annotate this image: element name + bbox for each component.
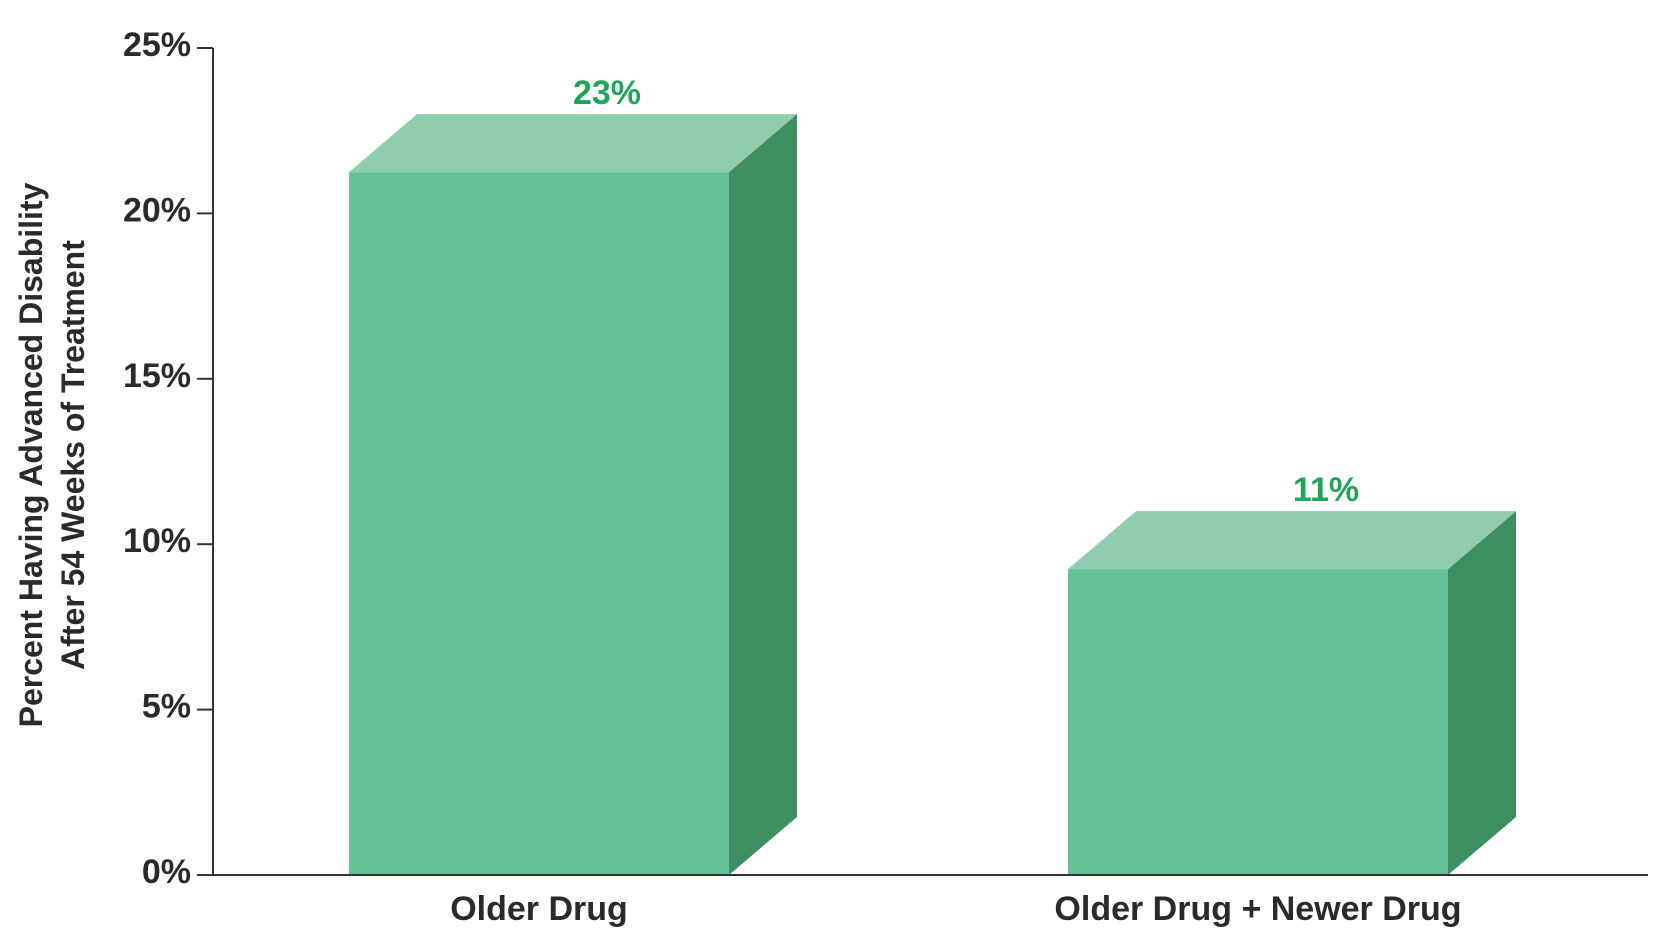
y-tick-label: 25% xyxy=(123,26,191,64)
x-category-label: Older Drug + Newer Drug xyxy=(1054,890,1461,928)
y-axis-label-line-1: Percent Having Advanced Disability xyxy=(13,182,49,727)
bar-side-face xyxy=(729,114,797,875)
bar-front-face xyxy=(349,172,729,875)
bar: 11% xyxy=(1068,471,1516,875)
y-tick-label: 15% xyxy=(123,357,191,395)
data-label: 11% xyxy=(1293,471,1359,509)
y-tick-label: 10% xyxy=(123,522,191,560)
y-axis: 0% 5% 10% 15% 20% 25% xyxy=(123,26,214,891)
data-label: 23% xyxy=(573,74,641,112)
bar: 23% xyxy=(349,74,797,875)
bar-side-face xyxy=(1448,511,1516,875)
y-tick-label: 5% xyxy=(142,688,191,726)
y-axis-label-line-2: After 54 Weeks of Treatment xyxy=(55,240,91,670)
x-axis-labels: Older Drug Older Drug + Newer Drug xyxy=(450,890,1461,928)
bar-front-face xyxy=(1068,569,1448,875)
bars: 23% 11% xyxy=(349,74,1516,875)
bar-top-face xyxy=(349,114,797,173)
y-tick-label: 20% xyxy=(123,191,191,229)
bar-top-face xyxy=(1068,511,1516,570)
x-category-label: Older Drug xyxy=(450,890,628,928)
y-axis-title: Percent Having Advanced Disability After… xyxy=(13,182,91,727)
y-tick-label: 0% xyxy=(142,853,191,891)
